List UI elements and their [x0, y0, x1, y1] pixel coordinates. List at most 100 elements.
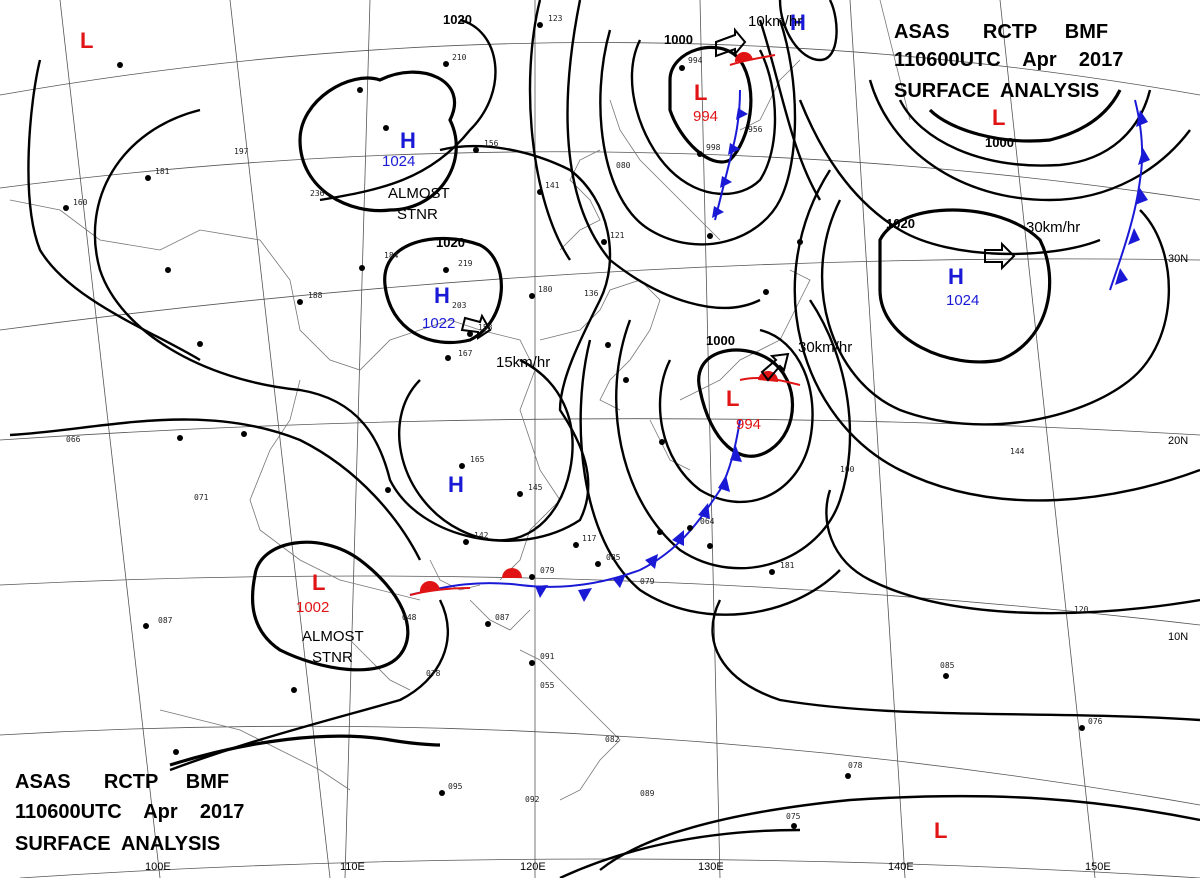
- title-line3-bottom: SURFACE ANALYSIS: [15, 833, 220, 855]
- station-value: 219: [458, 259, 473, 268]
- almost-stnr-label-2: ALMOST: [302, 628, 364, 645]
- speed-label-3: 30km/hr: [798, 339, 852, 356]
- station-value: 079: [640, 577, 655, 586]
- station-value: 145: [528, 483, 543, 492]
- low-value-1002: 1002: [296, 599, 329, 616]
- station-value: 994: [688, 56, 703, 65]
- station-value: 142: [474, 531, 489, 540]
- low-center-se: L: [934, 818, 947, 843]
- isobar-label-1000-north: 1000: [664, 32, 693, 47]
- low-center-ne: L: [992, 105, 1005, 130]
- motion-arrows: [460, 27, 1016, 382]
- high-center-south: H: [448, 472, 464, 497]
- isobar-label-1000-center: 1000: [706, 333, 735, 348]
- station-value: 078: [426, 669, 441, 678]
- isobars: [9, 0, 1200, 878]
- cold-front: [409, 89, 1150, 602]
- station-value: 071: [194, 493, 209, 502]
- lon-label-140e: 140E: [888, 861, 914, 873]
- isobar-label-1000-east: 1000: [985, 135, 1014, 150]
- lat-label-10n: 10N: [1168, 631, 1188, 643]
- station-value: 121: [610, 231, 625, 240]
- high-center-1022: H: [434, 283, 450, 308]
- title-line3-top: SURFACE ANALYSIS: [894, 80, 1099, 102]
- station-value: 100: [840, 465, 855, 474]
- title-line1-bottom: ASAS RCTP BMF: [15, 771, 229, 793]
- high-value-1024-nw: 1024: [382, 153, 415, 170]
- station-value: 087: [158, 616, 173, 625]
- almost-stnr-label-2b: STNR: [312, 649, 353, 666]
- station-value: 203: [452, 301, 467, 310]
- station-value: 089: [640, 789, 655, 798]
- station-value: 095: [448, 782, 463, 791]
- longitude-lines: [59, 0, 1096, 878]
- station-value: 076: [1088, 717, 1103, 726]
- high-center-1024-east: H: [948, 264, 964, 289]
- lon-label-120e: 120E: [520, 861, 546, 873]
- almost-stnr-label-1b: STNR: [397, 206, 438, 223]
- lon-label-130e: 130E: [698, 861, 724, 873]
- lat-label-30n: 30N: [1168, 253, 1188, 265]
- speed-label-2: 15km/hr: [496, 354, 550, 371]
- low-center-994-central: L: [726, 386, 739, 411]
- station-value: 075: [786, 812, 801, 821]
- lon-label-110e: 110E: [340, 861, 365, 873]
- station-value: 092: [525, 795, 540, 804]
- station-value: 236: [310, 189, 325, 198]
- station-plots: 123 210 156 141 181 160 197 236 184 219 …: [63, 14, 1103, 829]
- isobar-label-1020-east: 1020: [886, 216, 915, 231]
- station-value: 998: [706, 143, 721, 152]
- station-value: 956: [748, 125, 763, 134]
- station-value: 158: [478, 323, 493, 332]
- station-value: 079: [540, 566, 555, 575]
- title-line2-bottom: 110600UTC Apr 2017: [15, 801, 244, 823]
- station-value: 080: [616, 161, 631, 170]
- title-line2-top: 110600UTC Apr 2017: [894, 49, 1123, 71]
- isobar-label-1020-north: 1020: [443, 12, 472, 27]
- station-value: 085: [940, 661, 955, 670]
- station-value: 188: [308, 291, 323, 300]
- station-value: 117: [582, 534, 597, 543]
- lon-label-150e: 150E: [1085, 861, 1111, 873]
- low-value-994-north: 994: [693, 108, 718, 125]
- high-value-1024-east: 1024: [946, 292, 979, 309]
- station-value: 160: [73, 198, 88, 207]
- title-line1-top: ASAS RCTP BMF: [894, 21, 1108, 43]
- low-value-994-central: 994: [736, 416, 761, 433]
- station-value: 136: [584, 289, 599, 298]
- station-value: 156: [484, 139, 499, 148]
- high-center-1024-nw: H: [400, 128, 416, 153]
- station-value: 066: [66, 435, 81, 444]
- speed-label-4: 30km/hr: [1026, 219, 1080, 236]
- station-value: 180: [538, 285, 553, 294]
- low-center-994-north: L: [694, 80, 707, 105]
- station-value: 087: [495, 613, 510, 622]
- almost-stnr-label-1: ALMOST: [388, 185, 450, 202]
- latitude-lines: [0, 42, 1200, 878]
- low-center-1002: L: [312, 570, 325, 595]
- station-value: 123: [548, 14, 563, 23]
- station-value: 167: [458, 349, 473, 358]
- station-value: 048: [402, 613, 417, 622]
- station-value: 120: [1074, 605, 1089, 614]
- station-value: 078: [848, 761, 863, 770]
- station-value: 144: [1010, 447, 1025, 456]
- station-value: 184: [384, 251, 399, 260]
- lat-label-20n: 20N: [1168, 435, 1188, 447]
- station-value: 091: [540, 652, 555, 661]
- station-value: 210: [452, 53, 467, 62]
- speed-label-1: 10km/hr: [748, 13, 802, 30]
- station-value: 055: [540, 681, 555, 690]
- station-value: 165: [470, 455, 485, 464]
- low-center-nw-corner: L: [80, 28, 93, 53]
- station-value: 141: [545, 181, 560, 190]
- station-value: 197: [234, 147, 249, 156]
- isobar-label-1020-center: 1020: [436, 235, 465, 250]
- high-value-1022: 1022: [422, 315, 455, 332]
- station-value: 064: [700, 517, 715, 526]
- station-value: 082: [605, 735, 620, 744]
- high-center-north: H: [790, 10, 806, 35]
- lon-label-100e: 100E: [145, 861, 171, 873]
